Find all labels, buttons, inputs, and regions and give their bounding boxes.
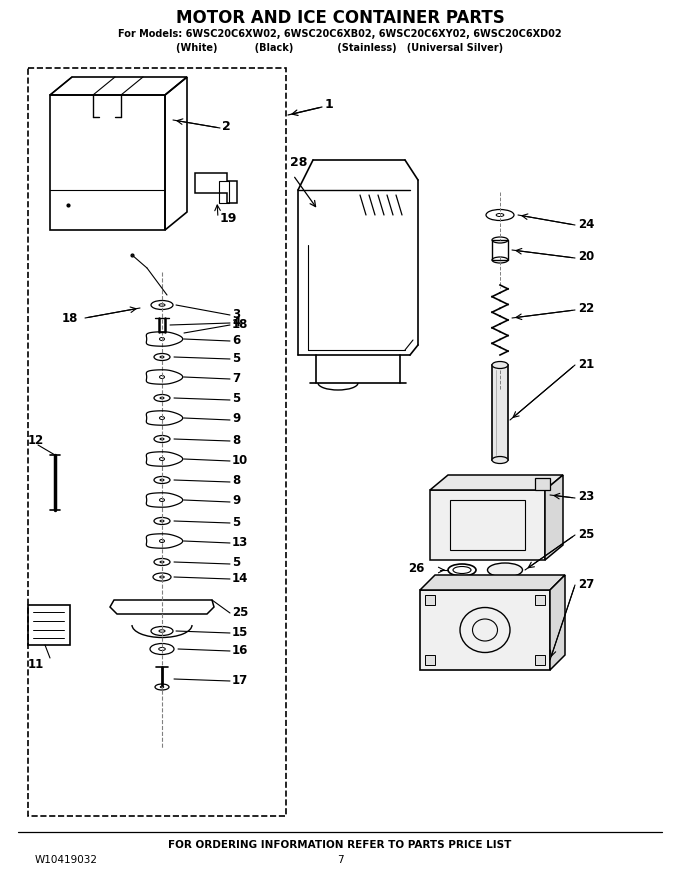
Bar: [492, 240, 508, 260]
Ellipse shape: [492, 457, 508, 464]
Text: 28: 28: [290, 157, 307, 170]
Ellipse shape: [488, 563, 522, 577]
Text: 6: 6: [232, 334, 240, 347]
Text: 18: 18: [232, 318, 248, 331]
Ellipse shape: [492, 362, 508, 369]
Text: 23: 23: [578, 490, 594, 503]
Bar: [28, 68, 286, 816]
Text: 26: 26: [408, 562, 424, 576]
Text: 5: 5: [232, 392, 240, 406]
Text: 19: 19: [220, 211, 237, 224]
Text: W10419032: W10419032: [35, 855, 98, 865]
Text: 18: 18: [62, 312, 78, 325]
Text: 2: 2: [222, 121, 231, 134]
Text: 5: 5: [232, 351, 240, 364]
Bar: [420, 590, 550, 670]
Text: 22: 22: [578, 303, 594, 316]
Text: 13: 13: [232, 536, 248, 548]
Text: FOR ORDERING INFORMATION REFER TO PARTS PRICE LIST: FOR ORDERING INFORMATION REFER TO PARTS …: [169, 840, 511, 850]
Bar: [492, 365, 508, 460]
Bar: [425, 655, 435, 665]
Bar: [28, 605, 70, 645]
Text: 1: 1: [325, 99, 334, 112]
Polygon shape: [550, 575, 565, 670]
Text: 14: 14: [232, 571, 248, 584]
Text: 3: 3: [232, 307, 240, 320]
Polygon shape: [535, 478, 550, 490]
Polygon shape: [430, 475, 563, 490]
Text: 9: 9: [232, 413, 240, 426]
Text: 8: 8: [232, 434, 240, 446]
Text: 11: 11: [28, 658, 44, 671]
Bar: [450, 500, 525, 550]
Text: (White)           (Black)             (Stainless)   (Universal Silver): (White) (Black) (Stainless) (Universal S…: [176, 43, 504, 53]
Text: 7: 7: [232, 371, 240, 385]
Text: 5: 5: [232, 556, 240, 569]
Text: 17: 17: [232, 673, 248, 686]
Text: 5: 5: [232, 516, 240, 529]
Text: 4: 4: [232, 317, 240, 329]
Text: 21: 21: [578, 357, 594, 370]
Text: 25: 25: [578, 527, 594, 540]
Bar: [430, 490, 545, 560]
Text: 16: 16: [232, 643, 248, 656]
Text: 10: 10: [232, 453, 248, 466]
Text: 20: 20: [578, 251, 594, 263]
Text: 8: 8: [232, 474, 240, 488]
Text: 24: 24: [578, 217, 594, 231]
Bar: [219, 181, 229, 203]
Text: MOTOR AND ICE CONTAINER PARTS: MOTOR AND ICE CONTAINER PARTS: [175, 9, 505, 27]
Bar: [425, 595, 435, 605]
Text: 15: 15: [232, 626, 248, 639]
Text: For Models: 6WSC20C6XW02, 6WSC20C6XB02, 6WSC20C6XY02, 6WSC20C6XD02: For Models: 6WSC20C6XW02, 6WSC20C6XB02, …: [118, 29, 562, 39]
Polygon shape: [545, 475, 563, 560]
Text: 12: 12: [28, 434, 44, 446]
Bar: [535, 655, 545, 665]
Text: 25: 25: [232, 605, 248, 619]
Text: 27: 27: [578, 577, 594, 590]
Text: 9: 9: [232, 495, 240, 508]
Text: 7: 7: [337, 855, 343, 865]
Bar: [535, 595, 545, 605]
Polygon shape: [420, 575, 565, 590]
